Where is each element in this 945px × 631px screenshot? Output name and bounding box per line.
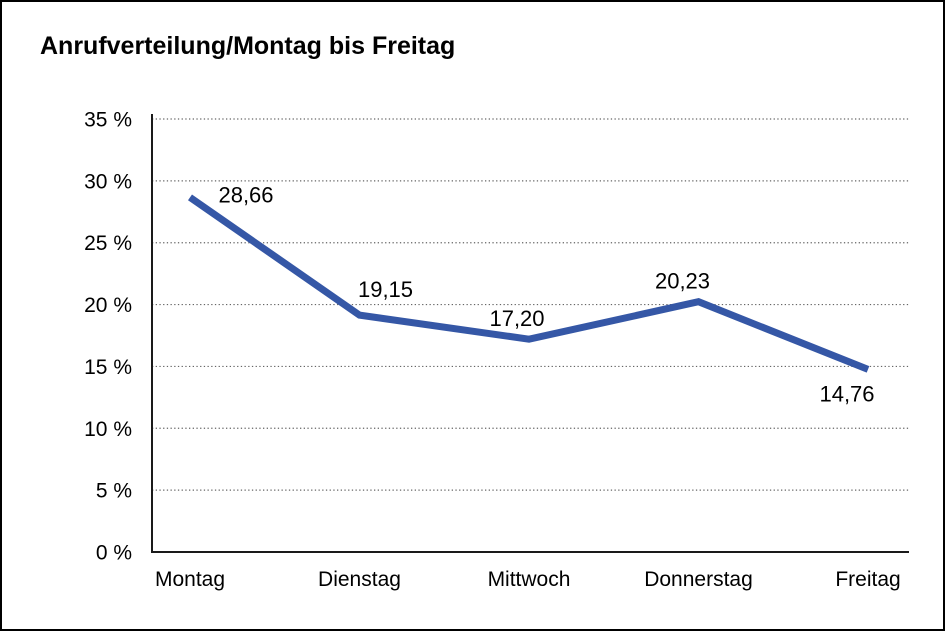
data-label: 19,15 bbox=[358, 277, 413, 302]
y-tick-label: 25 % bbox=[84, 232, 132, 255]
data-label: 17,20 bbox=[489, 306, 544, 331]
y-tick-label: 15 % bbox=[84, 356, 132, 379]
y-tick-label: 10 % bbox=[84, 418, 132, 441]
x-category-label: Donnerstag bbox=[644, 568, 753, 591]
y-tick-label: 20 % bbox=[84, 294, 132, 317]
y-tick-label: 30 % bbox=[84, 170, 132, 193]
x-category-label: Dienstag bbox=[318, 568, 401, 591]
y-tick-label: 35 % bbox=[84, 109, 132, 132]
data-label: 20,23 bbox=[655, 269, 710, 294]
x-category-label: Freitag bbox=[835, 568, 900, 591]
x-category-label: Montag bbox=[155, 568, 225, 591]
data-label: 28,66 bbox=[218, 182, 273, 207]
chart-title: Anrufverteilung/Montag bis Freitag bbox=[40, 32, 456, 60]
data-line bbox=[188, 194, 870, 373]
y-tick-label: 5 % bbox=[96, 480, 132, 503]
y-tick-label: 0 % bbox=[96, 542, 132, 565]
x-category-label: Mittwoch bbox=[488, 568, 571, 591]
data-label: 14,76 bbox=[819, 381, 874, 406]
